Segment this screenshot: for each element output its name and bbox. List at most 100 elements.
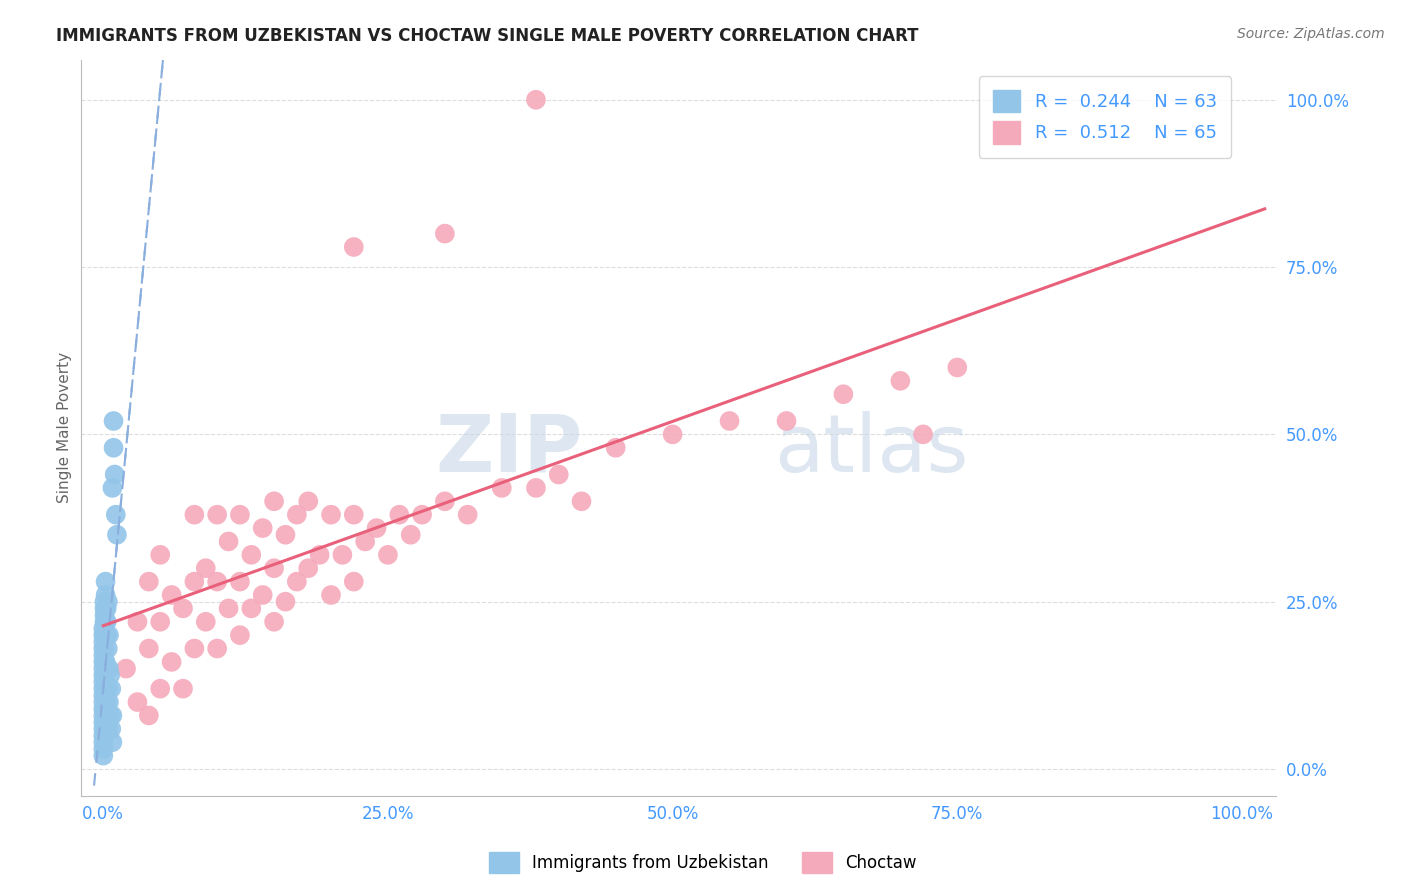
Point	[194, 561, 217, 575]
Point	[229, 508, 252, 522]
Point	[96, 695, 118, 709]
Point	[91, 635, 114, 649]
Point	[98, 668, 121, 682]
Point	[91, 708, 114, 723]
Point	[98, 695, 121, 709]
Point	[94, 601, 117, 615]
Point	[149, 681, 172, 696]
Y-axis label: Single Male Poverty: Single Male Poverty	[58, 352, 72, 503]
Point	[354, 534, 377, 549]
Point	[308, 548, 330, 562]
Point	[263, 561, 285, 575]
Point	[93, 668, 115, 682]
Point	[93, 608, 115, 623]
Point	[332, 548, 354, 562]
Point	[205, 508, 228, 522]
Point	[96, 628, 118, 642]
Point	[105, 528, 128, 542]
Point	[547, 467, 569, 482]
Point	[103, 414, 125, 428]
Point	[138, 641, 160, 656]
Point	[101, 735, 124, 749]
Point	[96, 615, 118, 629]
Point	[319, 508, 342, 522]
Point	[433, 227, 456, 241]
Point	[605, 441, 627, 455]
Point	[297, 561, 319, 575]
Point	[91, 715, 114, 730]
Point	[377, 548, 399, 562]
Point	[96, 662, 118, 676]
Point	[832, 387, 855, 401]
Point	[297, 494, 319, 508]
Point	[97, 722, 120, 736]
Point	[172, 601, 194, 615]
Point	[775, 414, 797, 428]
Point	[194, 615, 217, 629]
Point	[91, 748, 114, 763]
Point	[252, 521, 274, 535]
Point	[218, 601, 240, 615]
Point	[93, 595, 115, 609]
Legend: Immigrants from Uzbekistan, Choctaw: Immigrants from Uzbekistan, Choctaw	[482, 846, 924, 880]
Point	[343, 574, 366, 589]
Point	[263, 615, 285, 629]
Point	[218, 534, 240, 549]
Point	[104, 467, 127, 482]
Point	[524, 93, 547, 107]
Point	[93, 601, 115, 615]
Point	[366, 521, 388, 535]
Point	[457, 508, 479, 522]
Point	[93, 641, 115, 656]
Point	[98, 662, 121, 676]
Point	[93, 689, 115, 703]
Point	[252, 588, 274, 602]
Point	[160, 588, 183, 602]
Point	[263, 494, 285, 508]
Point	[91, 729, 114, 743]
Point	[285, 508, 308, 522]
Point	[319, 588, 342, 602]
Point	[98, 628, 121, 642]
Point	[94, 615, 117, 629]
Point	[93, 655, 115, 669]
Point	[343, 240, 366, 254]
Point	[93, 628, 115, 642]
Point	[91, 695, 114, 709]
Point	[97, 595, 120, 609]
Point	[205, 574, 228, 589]
Text: atlas: atlas	[773, 410, 969, 489]
Point	[524, 481, 547, 495]
Point	[94, 708, 117, 723]
Point	[91, 735, 114, 749]
Point	[94, 574, 117, 589]
Point	[205, 641, 228, 656]
Point	[101, 708, 124, 723]
Point	[93, 729, 115, 743]
Point	[97, 681, 120, 696]
Point	[138, 708, 160, 723]
Point	[93, 715, 115, 730]
Point	[91, 628, 114, 642]
Point	[100, 681, 122, 696]
Point	[91, 655, 114, 669]
Text: IMMIGRANTS FROM UZBEKISTAN VS CHOCTAW SINGLE MALE POVERTY CORRELATION CHART: IMMIGRANTS FROM UZBEKISTAN VS CHOCTAW SI…	[56, 27, 918, 45]
Point	[103, 441, 125, 455]
Point	[91, 648, 114, 663]
Point	[149, 548, 172, 562]
Point	[93, 702, 115, 716]
Point	[138, 574, 160, 589]
Point	[240, 548, 263, 562]
Point	[101, 481, 124, 495]
Point	[149, 615, 172, 629]
Point	[160, 655, 183, 669]
Point	[127, 615, 149, 629]
Point	[93, 615, 115, 629]
Point	[491, 481, 513, 495]
Point	[274, 595, 297, 609]
Text: ZIP: ZIP	[436, 410, 582, 489]
Point	[91, 722, 114, 736]
Point	[91, 742, 114, 756]
Legend: R =  0.244    N = 63, R =  0.512    N = 65: R = 0.244 N = 63, R = 0.512 N = 65	[979, 76, 1232, 158]
Point	[104, 508, 127, 522]
